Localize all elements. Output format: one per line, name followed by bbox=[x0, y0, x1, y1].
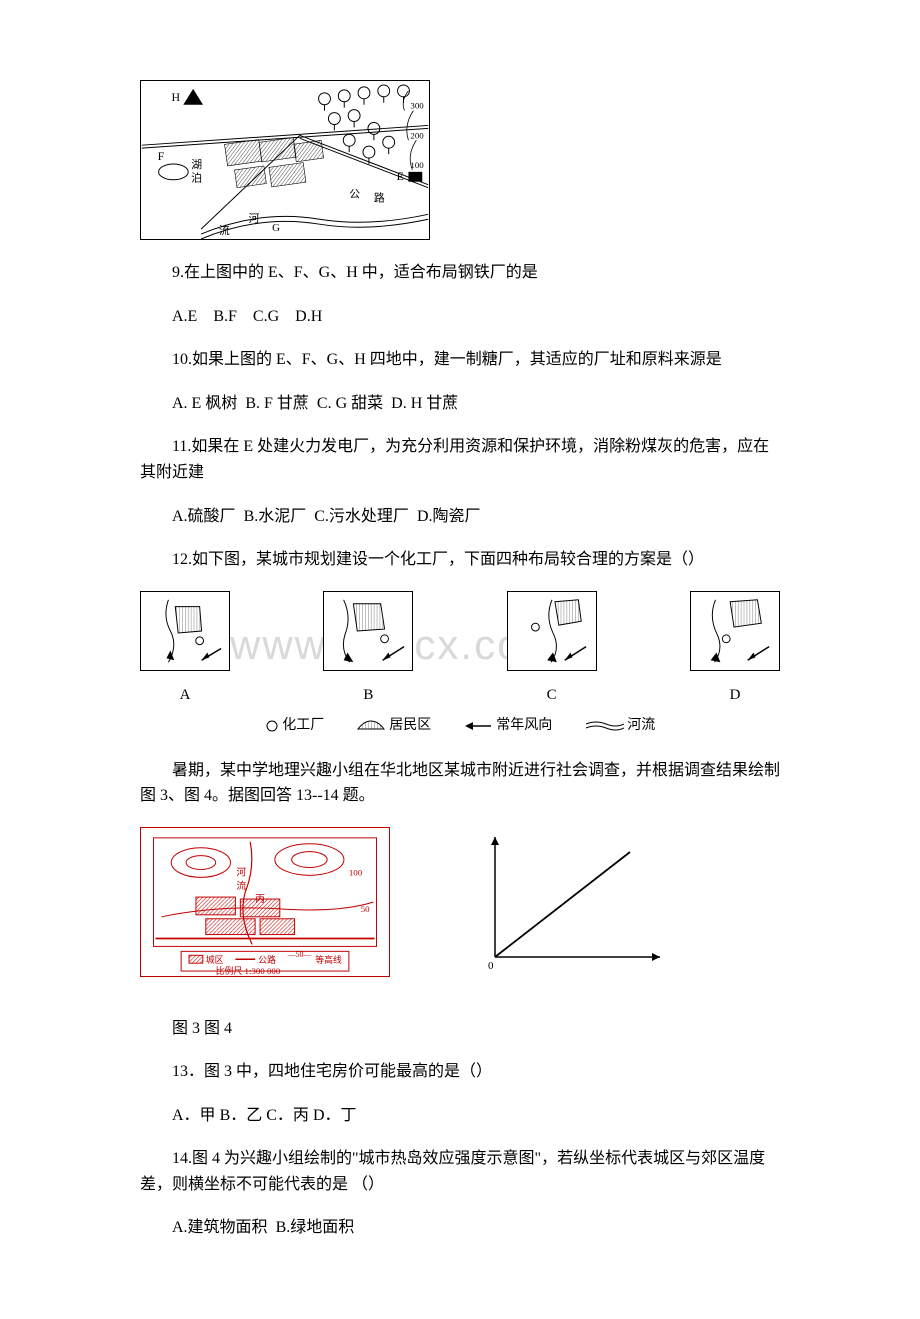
q9-opt-d: D.H bbox=[295, 308, 322, 325]
document-body: H F 湖 泊 公 路 流 河 G bbox=[140, 80, 780, 1241]
question-13-options: A．甲 B．乙 C．丙 D．丁 bbox=[140, 1103, 780, 1129]
question-14-options: A.建筑物面积 B.绿地面积 bbox=[140, 1215, 780, 1241]
svg-text:100: 100 bbox=[349, 867, 363, 877]
svg-text:—50—: —50— bbox=[287, 950, 312, 959]
q11-opt-c: C.污水处理厂 bbox=[314, 508, 409, 525]
question-10-text: 10.如果上图的 E、F、G、H 四地中，建一制糖厂，其适应的厂址和原料来源是 bbox=[140, 347, 780, 373]
svg-text:公路: 公路 bbox=[258, 954, 276, 965]
diagram-d-label: D bbox=[690, 683, 780, 707]
svg-text:E: E bbox=[397, 169, 404, 183]
q14-opt-a: A.建筑物面积 bbox=[172, 1219, 268, 1236]
q13-opt-c: C．丙 bbox=[266, 1107, 309, 1124]
q14-opt-b: B.绿地面积 bbox=[276, 1219, 355, 1236]
q11-opt-a: A.硫酸厂 bbox=[172, 508, 236, 525]
svg-text:河: 河 bbox=[248, 212, 259, 225]
svg-text:200: 200 bbox=[410, 130, 424, 140]
svg-text:F: F bbox=[158, 149, 165, 163]
svg-text:流: 流 bbox=[219, 223, 230, 237]
svg-text:流: 流 bbox=[236, 879, 246, 892]
question-9-text: 9.在上图中的 E、F、G、H 中，适合布局钢铁厂的是 bbox=[140, 260, 780, 286]
svg-text:300: 300 bbox=[410, 101, 424, 111]
q9-opt-c: C.G bbox=[253, 308, 279, 325]
q10-opt-b: B. F 甘蔗 bbox=[245, 395, 309, 412]
figures-3-4-row: 100 河 流 丙 50 城区 bbox=[140, 827, 780, 986]
svg-text:泊: 泊 bbox=[191, 172, 202, 185]
diagram-c-label: C bbox=[507, 683, 597, 707]
q13-opt-b: B．乙 bbox=[220, 1107, 263, 1124]
question-11-text: 11.如果在 E 处建火力发电厂，为充分利用资源和保护环境，消除粉煤灰的危害，应… bbox=[140, 434, 780, 485]
legend-river: 河流 bbox=[584, 715, 656, 737]
svg-text:100: 100 bbox=[410, 160, 424, 170]
diagram-b: B bbox=[323, 591, 413, 708]
question-10-options: A. E 枫树 B. F 甘蔗 C. G 甜菜 D. H 甘蔗 bbox=[140, 391, 780, 417]
svg-text:河: 河 bbox=[236, 866, 246, 878]
diagram-d: D bbox=[690, 591, 780, 708]
diagram-a: A bbox=[140, 591, 230, 708]
question-14-text: 14.图 4 为兴趣小组绘制的"城市热岛效应强度示意图"，若纵坐标代表城区与郊区… bbox=[140, 1146, 780, 1197]
legend-factory: 化工厂 bbox=[265, 715, 325, 737]
svg-text:湖: 湖 bbox=[191, 158, 202, 171]
question-13-text: 13．图 3 中，四地住宅房价可能最高的是（） bbox=[140, 1059, 780, 1085]
q11-opt-d: D.陶瓷厂 bbox=[417, 508, 481, 525]
intro-q13-14: 暑期，某中学地理兴趣小组在华北地区某城市附近进行社会调查，并根据调查结果绘制图 … bbox=[140, 758, 780, 809]
q10-opt-c: C. G 甜菜 bbox=[317, 395, 383, 412]
q12-diagrams-row: A B bbox=[140, 591, 780, 708]
figure-3: 100 河 流 丙 50 城区 bbox=[140, 827, 390, 986]
q13-opt-a: A．甲 bbox=[172, 1107, 216, 1124]
svg-text:H: H bbox=[171, 90, 180, 104]
svg-text:50: 50 bbox=[361, 904, 370, 914]
question-11-options: A.硫酸厂 B.水泥厂 C.污水处理厂 D.陶瓷厂 bbox=[140, 504, 780, 530]
diagram-a-label: A bbox=[140, 683, 230, 707]
svg-text:G: G bbox=[272, 222, 280, 234]
q12-legend: 化工厂 居民区 常年风向 河流 bbox=[140, 715, 780, 737]
figures-caption: 图 3 图 4 bbox=[140, 1016, 780, 1042]
map-figure-q9-12: H F 湖 泊 公 路 流 河 G bbox=[140, 80, 780, 240]
q13-opt-d: D．丁 bbox=[313, 1107, 357, 1124]
q11-opt-b: B.水泥厂 bbox=[244, 508, 307, 525]
diagram-b-label: B bbox=[323, 683, 413, 707]
svg-text:等高线: 等高线 bbox=[315, 954, 342, 965]
q9-opt-b: B.F bbox=[213, 308, 237, 325]
legend-residential: 居民区 bbox=[356, 715, 432, 737]
q10-opt-d: D. H 甘蔗 bbox=[391, 395, 458, 412]
q10-opt-a: A. E 枫树 bbox=[172, 395, 237, 412]
q9-opt-a: A.E bbox=[172, 308, 197, 325]
svg-text:比例尺 1:300 000: 比例尺 1:300 000 bbox=[216, 965, 281, 976]
svg-text:0: 0 bbox=[488, 960, 494, 972]
question-9-options: A.E B.F C.G D.H bbox=[140, 304, 780, 330]
figure-4: 0 bbox=[470, 827, 670, 986]
legend-wind: 常年风向 bbox=[463, 715, 553, 737]
svg-text:路: 路 bbox=[374, 191, 385, 204]
question-12-text: 12.如下图，某城市规划建设一个化工厂，下面四种布局较合理的方案是（） bbox=[140, 547, 780, 573]
svg-text:城区: 城区 bbox=[206, 955, 224, 965]
diagram-c: C bbox=[507, 591, 597, 708]
svg-text:公: 公 bbox=[349, 189, 360, 201]
